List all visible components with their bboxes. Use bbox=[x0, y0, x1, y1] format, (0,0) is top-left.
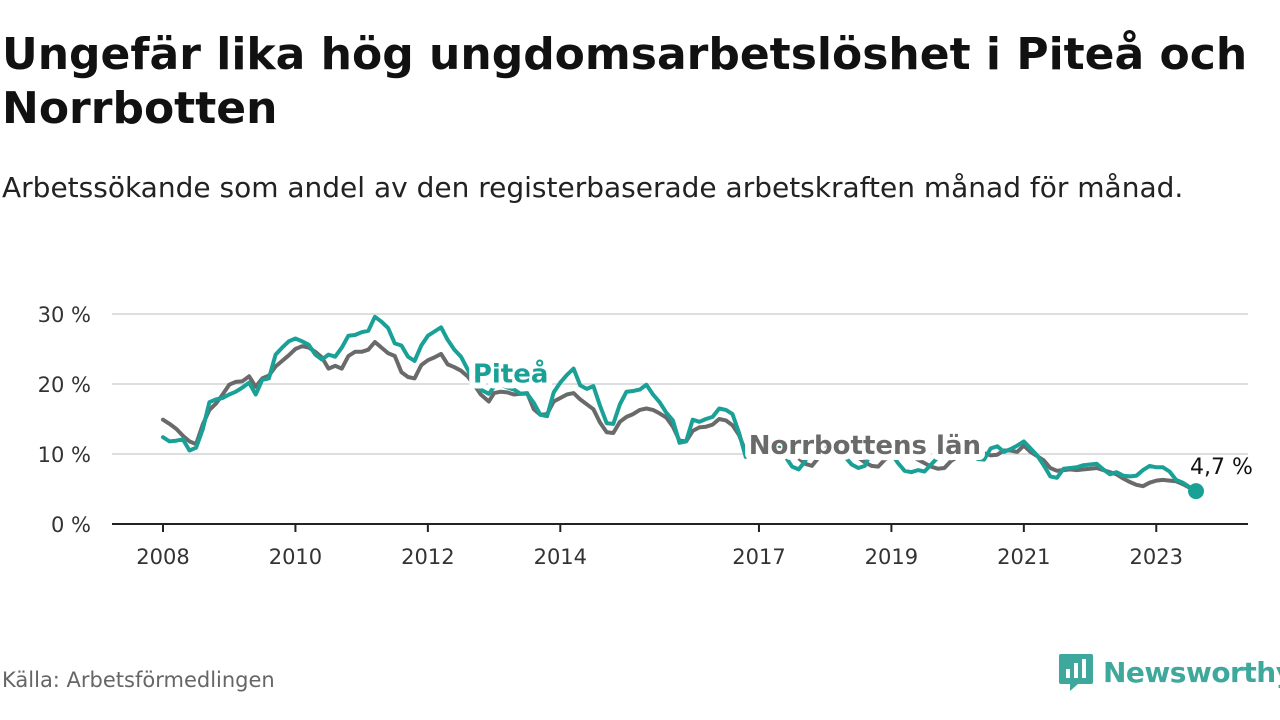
series-line-piteå bbox=[161, 314, 1198, 494]
chart-title: Ungefär lika hög ungdomsarbetslöshet i P… bbox=[2, 29, 1248, 134]
x-tick-label: 2021 bbox=[997, 545, 1050, 569]
y-tick-label: 0 % bbox=[51, 513, 91, 537]
series-label-norrbottens-län: Norrbottens län bbox=[749, 431, 981, 461]
logo-bar bbox=[1082, 659, 1086, 678]
x-tick-label: 2008 bbox=[136, 545, 189, 569]
logo-bar bbox=[1074, 663, 1078, 678]
x-tick-label: 2014 bbox=[534, 545, 587, 569]
line-chart: 0 % 10 % 20 % 30 % 2008 2010 2012 2014 2017 2019… bbox=[38, 303, 1253, 569]
brand-logo: Newsworthy bbox=[1058, 652, 1280, 692]
y-axis-labels: 0 % 10 % 20 % 30 % bbox=[38, 303, 91, 537]
series-label-piteå: Piteå bbox=[473, 358, 549, 390]
x-tick-label: 2023 bbox=[1130, 545, 1183, 569]
y-tick-label: 30 % bbox=[38, 303, 91, 327]
gridlines bbox=[112, 313, 1248, 455]
brand-name: Newsworthy bbox=[1103, 655, 1280, 689]
end-point-marker bbox=[1188, 483, 1204, 500]
series-lines bbox=[161, 314, 1198, 494]
newsworthy-logo-icon bbox=[1059, 654, 1093, 691]
series-line-norrbottens-län bbox=[161, 340, 1198, 492]
x-tick-label: 2017 bbox=[732, 545, 785, 569]
end-value-label: 4,7 % bbox=[1190, 455, 1253, 480]
x-tick-label: 2019 bbox=[865, 545, 918, 569]
chart-subtitle: Arbetssökande som andel av den registerb… bbox=[2, 171, 1184, 204]
source-note: Källa: Arbetsförmedlingen bbox=[2, 668, 275, 692]
x-axis: 2008 2010 2012 2014 2017 2019 2021 2023 bbox=[112, 523, 1248, 569]
y-tick-label: 20 % bbox=[38, 373, 91, 397]
logo-bar bbox=[1066, 669, 1070, 678]
annotations: Piteå Norrbottens län 4,7 % bbox=[467, 352, 1253, 500]
x-tick-label: 2010 bbox=[269, 545, 322, 569]
x-tick-label: 2012 bbox=[401, 545, 454, 569]
y-tick-label: 10 % bbox=[38, 443, 91, 467]
